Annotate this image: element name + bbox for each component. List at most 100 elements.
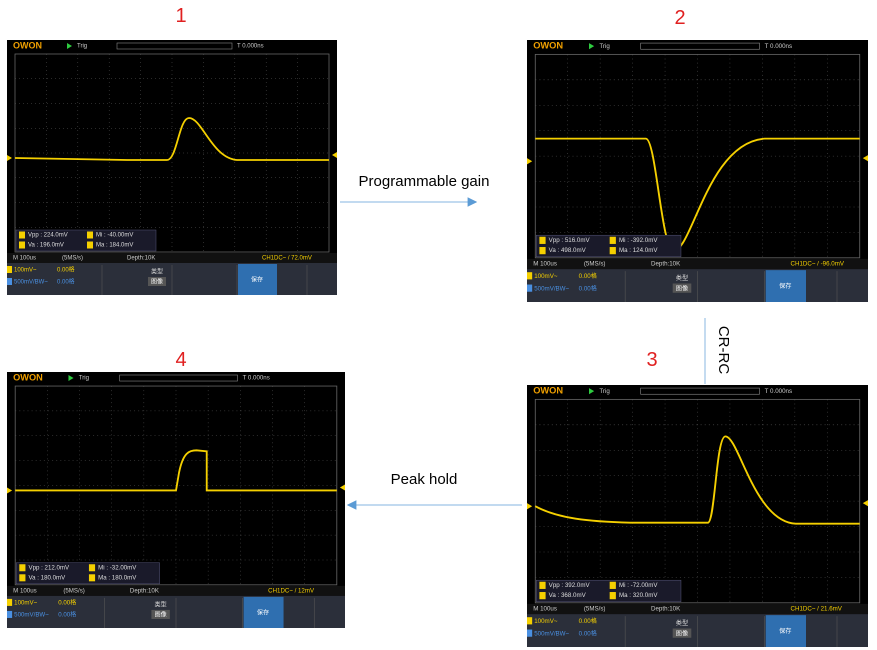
step-number: 1: [175, 5, 186, 27]
sample-rate: (5MS/s): [584, 261, 606, 268]
trig: Trig: [599, 43, 610, 50]
measurement: Vpp : 392.0mV: [549, 582, 591, 589]
ch-badge: [610, 582, 616, 589]
trigger-info: CH1DC~ / 21.6mV: [791, 606, 843, 613]
step-number: 2: [674, 7, 685, 29]
ch1-badge: [527, 272, 532, 279]
ch-badge: [610, 237, 616, 244]
depth: Depth:10K: [651, 606, 681, 613]
arrow-label: Programmable gain: [359, 173, 490, 190]
ch1-scale: 100mV~: [534, 273, 558, 280]
sample-rate: (5MS/s): [584, 606, 606, 613]
measurement: Va : 368.0mV: [549, 592, 587, 599]
ch-badge: [19, 232, 25, 239]
measurement: Mi : -392.0mV: [619, 237, 658, 244]
ch1-scale: 100mV~: [14, 268, 37, 274]
ch-badge: [87, 242, 93, 249]
timebase: M 100us: [533, 606, 557, 613]
ch2-badge: [527, 630, 532, 637]
ch1-badge: [7, 266, 12, 273]
menu-label: 类型: [154, 601, 166, 609]
trigger-info: CH1DC~ / 12mV: [268, 587, 315, 594]
trigger-info: CH1DC~ / -96.0mV: [791, 261, 845, 268]
ch1-scale: 100mV~: [534, 618, 558, 625]
ch-badge: [87, 232, 93, 239]
ch2-badge: [7, 611, 12, 618]
ch-badge: [539, 592, 545, 599]
ch-badge: [539, 582, 545, 589]
time-offset: T 0.000ns: [237, 44, 264, 50]
ch-badge: [19, 242, 25, 249]
save-label: 保存: [779, 282, 791, 290]
ch2-offset: 0.00格: [57, 278, 75, 286]
ch2-badge: [527, 285, 532, 292]
menu-value: 图像: [676, 629, 688, 637]
ch-badge: [89, 564, 95, 571]
ch1-badge: [527, 617, 532, 624]
measurement: Mi : -72.00mV: [619, 582, 658, 589]
menu-label: 类型: [151, 268, 163, 276]
step-number: 4: [175, 349, 186, 371]
ch2-scale: 500mV/BW~: [534, 630, 569, 637]
measurement: Ma : 320.0mV: [619, 592, 658, 599]
ch1-offset: 0.00格: [58, 599, 76, 607]
ch-badge: [19, 574, 25, 581]
oscilloscope-screen: OWON Trig T 0.000ns Vpp : 224.0mV Mi : -40.0…: [7, 40, 337, 295]
ch-badge: [539, 247, 545, 254]
ch-badge: [539, 237, 545, 244]
trig: Trig: [599, 388, 610, 395]
arrow-label: CR-RC: [715, 326, 732, 374]
ch-badge: [19, 564, 25, 571]
ch1-offset: 0.00格: [579, 272, 598, 280]
menu-value: 图像: [154, 611, 166, 619]
depth: Depth:10K: [651, 261, 681, 268]
menu-label: 类型: [676, 619, 688, 627]
ch2-offset: 0.00格: [579, 629, 598, 637]
save-label: 保存: [257, 609, 269, 617]
ch2-offset: 0.00格: [58, 611, 76, 619]
ch1-badge: [7, 599, 12, 606]
ch1-offset: 0.00格: [57, 266, 75, 274]
measurement: Vpp : 516.0mV: [549, 237, 591, 244]
save-label: 保存: [251, 276, 263, 284]
menu-value: 图像: [676, 284, 688, 292]
brand: OWON: [13, 40, 42, 50]
ch2-scale: 500mV/BW~: [534, 285, 569, 292]
timebase: M 100us: [533, 261, 557, 268]
oscilloscope-screen: OWON Trig T 0.000ns Vpp : 212.0mV Mi : -32.0…: [7, 372, 345, 628]
timebase: M 100us: [13, 587, 37, 594]
measurement: Mi : -40.00mV: [96, 233, 133, 239]
timebase: M 100us: [13, 256, 36, 262]
measurement: Vpp : 212.0mV: [29, 564, 71, 571]
diagram: Programmable gain CR-RC Peak hold 1 2 3 …: [0, 0, 877, 650]
ch-badge: [610, 247, 616, 254]
measurement: Va : 498.0mV: [549, 247, 587, 254]
ch2-offset: 0.00格: [579, 284, 598, 292]
ch2-scale: 500mV/BW~: [14, 280, 48, 286]
arrow-label: Peak hold: [391, 471, 458, 488]
brand: OWON: [533, 41, 563, 51]
depth: Depth:10K: [130, 587, 159, 594]
measurement: Mi : -32.00mV: [98, 564, 137, 571]
measurement: Ma : 124.0mV: [619, 247, 658, 254]
sample-rate: (5MS/s): [62, 256, 83, 262]
ch1-offset: 0.00格: [579, 617, 598, 625]
save-label: 保存: [779, 627, 791, 635]
step-number: 3: [646, 349, 657, 371]
time-offset: T 0.000ns: [243, 375, 270, 382]
time-offset: T 0.000ns: [765, 388, 792, 395]
ch2-scale: 500mV/BW~: [14, 612, 49, 619]
ch-badge: [610, 592, 616, 599]
menu-value: 图像: [151, 278, 163, 286]
measurement: Va : 196.0mV: [28, 243, 64, 249]
trig: Trig: [77, 44, 87, 50]
measurement: Ma : 184.0mV: [96, 243, 133, 249]
measurement: Ma : 180.0mV: [98, 574, 137, 581]
trig: Trig: [79, 375, 89, 382]
measurement: Va : 180.0mV: [29, 574, 67, 581]
measurement: Vpp : 224.0mV: [28, 233, 68, 239]
ch-badge: [89, 574, 95, 581]
brand: OWON: [13, 372, 43, 382]
